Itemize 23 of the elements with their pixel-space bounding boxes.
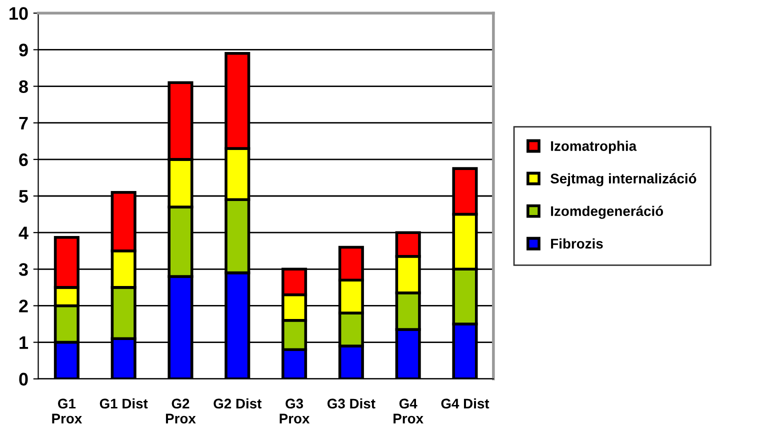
x-tick-label: G1 Prox <box>52 398 82 424</box>
legend-label: Fibrozis <box>551 238 603 249</box>
y-tick-label: 3 <box>18 263 28 276</box>
y-tick-label: 5 <box>19 190 28 203</box>
y-tick-label: 10 <box>10 7 28 20</box>
x-tick-label: G3 Dist <box>327 398 376 409</box>
legend-label: Izomdegeneráció <box>551 206 664 219</box>
x-tick-label: G2 Dist <box>214 398 262 409</box>
y-tick-label: 6 <box>19 153 28 166</box>
legend-label: Sejtmag internalizáció <box>550 173 696 186</box>
y-tick-label: 2 <box>19 300 28 312</box>
y-tick-label: 7 <box>19 116 28 130</box>
x-tick-label: G1 Dist <box>100 398 148 409</box>
x-tick-label: G2 Prox <box>166 398 196 424</box>
y-tick-label: 4 <box>18 226 28 240</box>
y-tick-label: 9 <box>19 44 28 56</box>
x-tick-label: G3 Prox <box>280 398 310 424</box>
y-tick-label: 1 <box>20 336 28 349</box>
x-tick-label: G4 Dist <box>441 398 490 409</box>
y-tick-label: 0 <box>19 372 28 386</box>
legend-label: Izomatrophia <box>551 140 637 154</box>
x-tick-label: G4 Prox <box>394 398 424 424</box>
y-tick-label: 8 <box>19 80 28 94</box>
